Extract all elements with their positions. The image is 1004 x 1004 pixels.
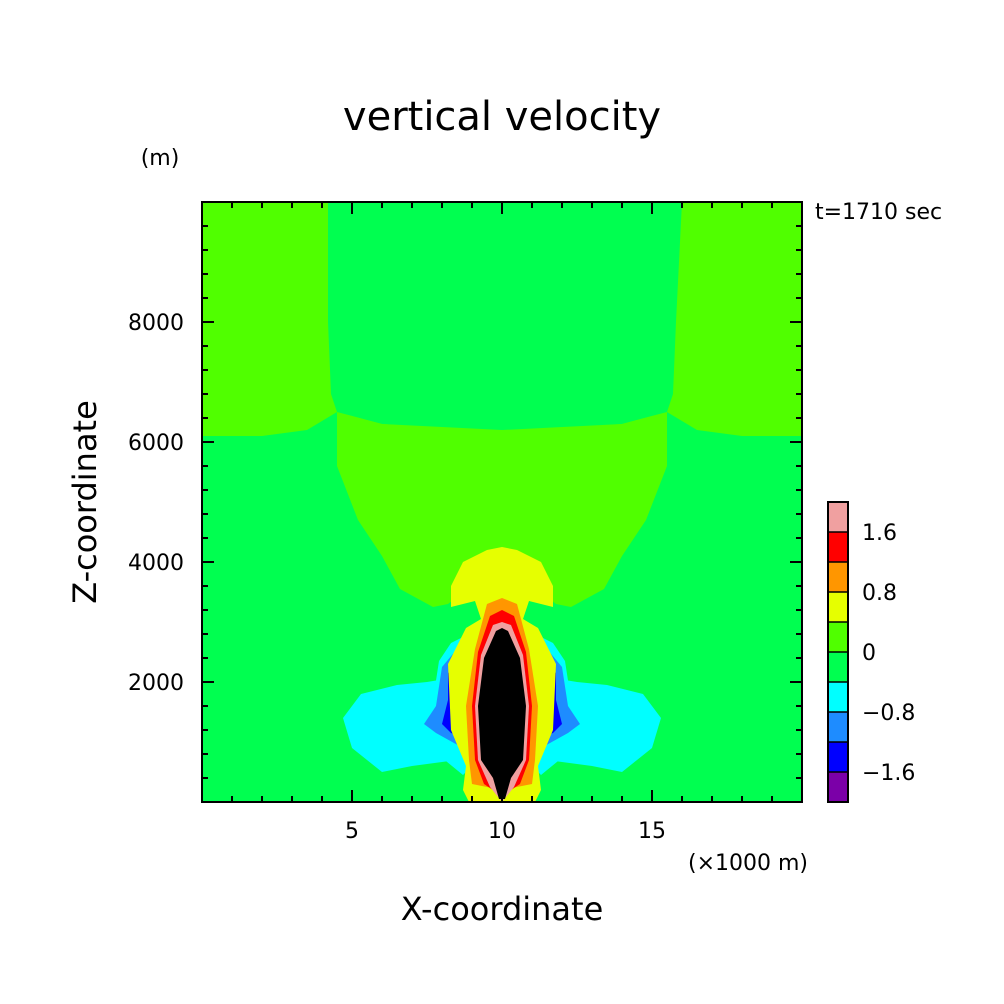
y-tick-label: 4000 [128, 551, 184, 576]
y-tick-label: 6000 [128, 431, 184, 456]
contour-region [202, 202, 802, 448]
x-unit-label: (×1000 m) [688, 851, 808, 876]
colorbar-swatch [828, 592, 848, 622]
colorbar-label: 0.8 [862, 581, 897, 606]
contour-region [337, 412, 667, 607]
colorbar-swatch [828, 652, 848, 682]
colorbar-swatch [828, 772, 848, 802]
colorbar-swatch [828, 532, 848, 562]
colorbar-swatch [828, 742, 848, 772]
colorbar-swatch [828, 682, 848, 712]
colorbar: 1.6 0.8 0 −0.8 −1.6 [827, 501, 915, 803]
colorbar-label: −0.8 [862, 701, 915, 726]
contour-region [478, 628, 526, 799]
x-axis-title: X-coordinate [401, 890, 604, 928]
plot-area [202, 202, 802, 802]
colorbar-label: 1.6 [862, 521, 897, 546]
time-label: t=1710 sec [815, 200, 942, 225]
colorbar-swatch [828, 502, 848, 532]
y-tick-label: 8000 [128, 311, 184, 336]
axes: 5 10 15 2000 4000 6000 8000 [128, 202, 802, 844]
y-unit-label: (m) [141, 146, 180, 171]
y-axis-title: Z-coordinate [66, 400, 104, 604]
colorbar-swatch [828, 562, 848, 592]
chart-title: vertical velocity [343, 94, 661, 140]
contour-regions [202, 202, 802, 802]
x-tick-label: 15 [638, 819, 666, 844]
colorbar-swatch [828, 622, 848, 652]
x-tick-label: 5 [345, 819, 359, 844]
colorbar-swatch [828, 712, 848, 742]
x-tick-label: 10 [488, 819, 516, 844]
colorbar-label: −1.6 [862, 761, 915, 786]
y-tick-label: 2000 [128, 671, 184, 696]
colorbar-label: 0 [862, 641, 876, 666]
